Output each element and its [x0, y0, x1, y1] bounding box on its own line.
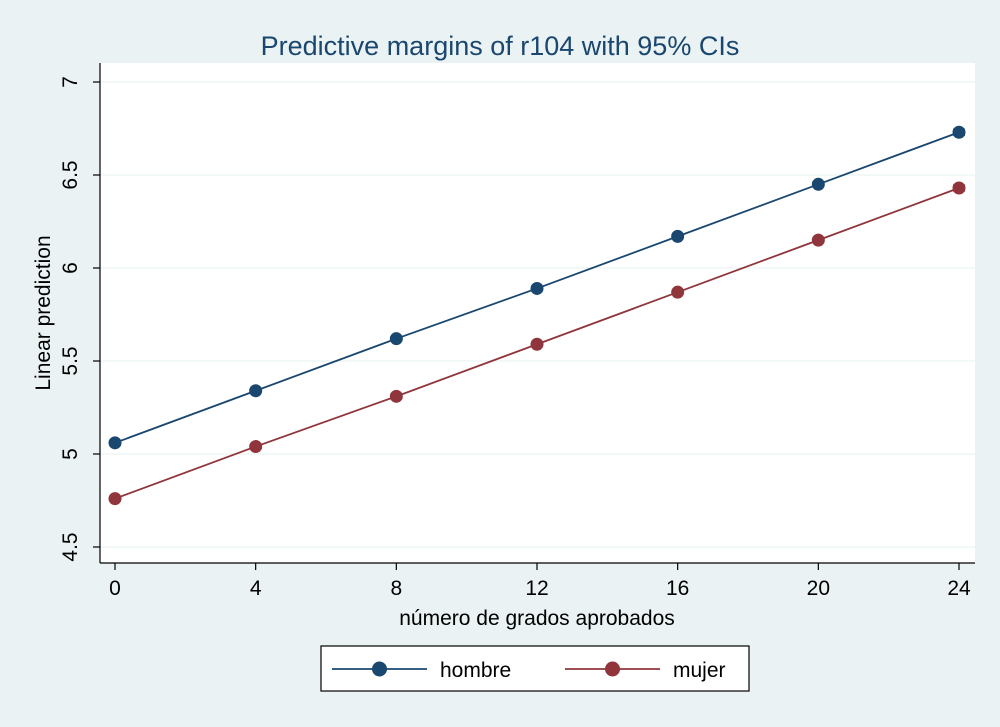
- data-point: [108, 492, 122, 506]
- data-point: [811, 177, 825, 191]
- data-point: [952, 181, 966, 195]
- data-point: [530, 337, 544, 351]
- x-tick-label: 12: [525, 577, 548, 600]
- legend: hombre mujer: [332, 659, 726, 682]
- x-axis-ticks: 0 4 8 12 16 20 24: [109, 563, 971, 600]
- x-tick-label: 0: [109, 577, 121, 600]
- y-axis-title: Linear prediction: [32, 235, 55, 390]
- series-mujer: [108, 181, 966, 506]
- data-point: [108, 436, 122, 450]
- legend-label-mujer: mujer: [673, 659, 726, 682]
- legend-label-hombre: hombre: [440, 659, 511, 682]
- gridlines: [100, 81, 975, 548]
- data-point: [530, 281, 544, 295]
- y-tick-label: 5.5: [59, 346, 82, 375]
- data-point: [249, 384, 263, 398]
- data-point: [249, 440, 263, 454]
- y-tick-label: 6: [59, 262, 82, 274]
- chart-title: Predictive margins of r104 with 95% CIs: [261, 31, 740, 61]
- plot-background: [100, 63, 975, 563]
- y-tick-label: 5: [59, 448, 82, 460]
- data-point: [952, 125, 966, 139]
- data-point: [389, 332, 403, 346]
- y-tick-label: 6.5: [59, 160, 82, 189]
- y-tick-label: 7: [59, 76, 82, 88]
- y-tick-label: 4.5: [59, 532, 82, 561]
- legend-marker-mujer: [605, 661, 620, 677]
- legend-marker-hombre: [372, 661, 387, 677]
- data-point: [389, 389, 403, 403]
- data-point: [671, 229, 685, 243]
- y-axis-ticks: 4.5 5 5.5 6 6.5 7: [59, 76, 100, 562]
- x-tick-label: 8: [390, 577, 402, 600]
- data-point: [671, 285, 685, 299]
- x-tick-label: 20: [807, 577, 830, 600]
- data-point: [811, 233, 825, 247]
- x-axis-title: número de grados aprobados: [399, 607, 675, 630]
- x-tick-label: 4: [250, 577, 262, 600]
- series-hombre: [108, 125, 966, 450]
- x-tick-label: 24: [947, 577, 971, 600]
- x-tick-label: 16: [666, 577, 689, 600]
- series-layer: [108, 125, 966, 506]
